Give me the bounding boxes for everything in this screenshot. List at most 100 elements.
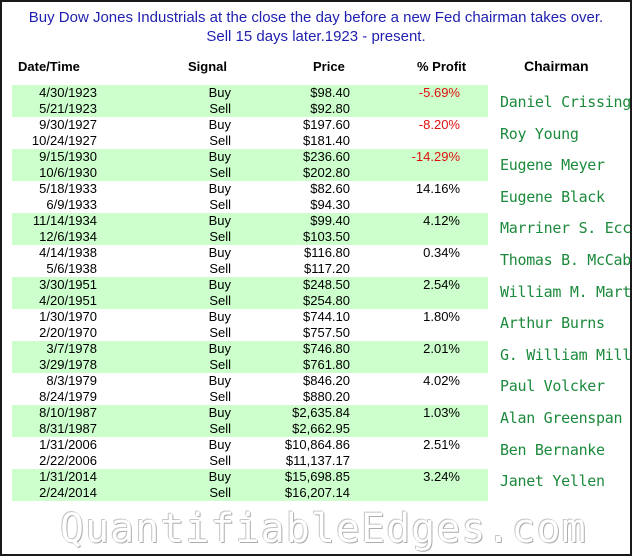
buy-price: $116.80 — [303, 245, 350, 260]
signal-buy: Buy — [208, 341, 231, 356]
chairman-name: Alan Greenspan — [500, 409, 623, 427]
signal-sell: Sell — [209, 165, 231, 180]
signal-buy: Buy — [208, 309, 231, 324]
sell-date: 10/24/1927 — [31, 133, 97, 148]
buy-price: $2,635.84 — [292, 405, 350, 420]
profit: 4.02% — [423, 373, 460, 388]
signal-sell: Sell — [209, 101, 231, 116]
sell-date: 12/6/1934 — [39, 229, 97, 244]
table-row: 3/7/1978 3/29/1978 Buy Sell $746.80 $761.80 2.… — [12, 341, 488, 373]
chairman-name: Roy Young — [500, 124, 579, 143]
sell-price: $11,137.17 — [285, 453, 350, 468]
table-row: 4/30/1923 5/21/1923 Buy Sell $98.40 $92.80 -5.… — [12, 85, 488, 117]
signal-sell: Sell — [209, 389, 231, 404]
buy-price: $236.60 — [303, 149, 350, 164]
chairman-name: Thomas B. McCabe — [500, 251, 632, 269]
profit: 1.03% — [423, 405, 460, 420]
buy-date: 5/18/1933 — [39, 181, 97, 196]
profit: 2.51% — [423, 437, 460, 452]
header-chairman: Chairman — [524, 58, 589, 74]
chairman-name: Janet Yellen — [500, 472, 605, 491]
signal-buy: Buy — [208, 277, 231, 292]
signal-sell: Sell — [209, 421, 231, 436]
buy-date: 11/14/1934 — [32, 213, 97, 228]
chairman-name: Eugene Meyer — [500, 156, 605, 175]
buy-date: 8/10/1987 — [39, 405, 97, 420]
sell-price: $202.80 — [303, 165, 350, 180]
buy-price: $197.60 — [303, 117, 350, 132]
signal-sell: Sell — [209, 133, 231, 148]
buy-price: $98.40 — [310, 85, 350, 100]
signal-buy: Buy — [208, 181, 231, 196]
buy-price: $248.50 — [303, 277, 350, 292]
buy-price: $99.40 — [310, 213, 350, 228]
sell-date: 6/9/1933 — [46, 197, 97, 212]
signal-sell: Sell — [209, 229, 231, 244]
signal-buy: Buy — [208, 245, 231, 260]
profit: 0.34% — [423, 245, 460, 260]
title-line-1: Buy Dow Jones Industrials at the close t… — [28, 9, 604, 26]
profit: -14.29% — [411, 149, 460, 164]
signal-sell: Sell — [209, 261, 231, 276]
profit: -8.20% — [418, 117, 460, 132]
signal-buy: Buy — [208, 373, 231, 388]
sell-date: 2/20/1970 — [39, 325, 97, 340]
sell-price: $16,207.14 — [284, 485, 350, 500]
sell-price: $94.30 — [310, 197, 350, 212]
table-row: 9/30/1927 10/24/1927 Buy Sell $197.60 $181.40… — [12, 117, 488, 149]
sell-date: 2/24/2014 — [39, 485, 97, 500]
signal-buy: Buy — [208, 405, 231, 420]
table-row: 1/31/2006 2/22/2006 Buy Sell $10,864.86 $11,1… — [12, 437, 488, 469]
signal-sell: Sell — [209, 357, 231, 372]
signal-sell: Sell — [209, 293, 231, 308]
table-row: 1/31/2014 2/24/2014 Buy Sell $15,698.85 $16,2… — [12, 469, 488, 501]
profit: 2.01% — [423, 341, 460, 356]
signal-buy: Buy — [208, 117, 231, 132]
sell-price: $254.80 — [303, 293, 350, 308]
signal-buy: Buy — [208, 85, 231, 100]
profit: 1.80% — [423, 309, 460, 324]
sell-date: 8/31/1987 — [39, 421, 97, 436]
signal-buy: Buy — [208, 469, 231, 484]
profit: 14.16% — [415, 181, 460, 196]
sell-date: 4/20/1951 — [39, 293, 97, 308]
header-price: Price — [313, 59, 345, 74]
watermark-logo: QuantifiableEdges.com — [60, 506, 587, 552]
signal-buy: Buy — [208, 213, 231, 228]
table-row: 1/30/1970 2/20/1970 Buy Sell $744.10 $757.50 1… — [12, 309, 488, 341]
chairman-name: Daniel Crissinger — [500, 93, 632, 111]
buy-date: 9/30/1927 — [39, 117, 97, 132]
header-signal: Signal — [188, 59, 228, 74]
signal-sell: Sell — [209, 197, 231, 212]
sell-price: $880.20 — [303, 389, 350, 404]
profit: 4.12% — [423, 213, 460, 228]
chairman-name: Eugene Black — [500, 187, 605, 206]
table-row: 5/18/1933 6/9/1933 Buy Sell $82.60 $94.30 14.1… — [12, 181, 488, 213]
signal-sell: Sell — [209, 485, 231, 500]
signal-buy: Buy — [208, 149, 231, 164]
table-row: 4/14/1938 5/6/1938 Buy Sell $116.80 $117.20 0.… — [12, 245, 488, 277]
sell-price: $103.50 — [303, 229, 350, 244]
chairman-name: Marriner S. Eccles — [500, 219, 632, 238]
sell-price: $2,662.95 — [292, 421, 350, 436]
buy-date: 9/15/1930 — [39, 149, 97, 164]
profit: -5.69% — [418, 85, 460, 100]
title-line-2: Sell 15 days later.1923 - present. — [206, 28, 426, 45]
page-title: Buy Dow Jones Industrials at the close t… — [2, 8, 630, 46]
buy-date: 4/14/1938 — [39, 245, 97, 260]
buy-price: $82.60 — [310, 181, 350, 196]
buy-price: $15,698.85 — [284, 469, 350, 484]
sell-price: $117.20 — [303, 261, 350, 276]
sell-date: 5/21/1923 — [39, 101, 97, 116]
signal-buy: Buy — [208, 437, 231, 452]
sell-date: 5/6/1938 — [46, 261, 97, 276]
table-row: 11/14/1934 12/6/1934 Buy Sell $99.40 $103.50 4… — [12, 213, 488, 245]
sell-date: 8/24/1979 — [39, 389, 97, 404]
signal-sell: Sell — [209, 325, 231, 340]
table-row: 8/3/1979 8/24/1979 Buy Sell $846.20 $880.20 4.… — [12, 373, 488, 405]
profit: 3.24% — [423, 469, 460, 484]
profit: 2.54% — [423, 277, 460, 292]
chairman-name: Paul Volcker — [500, 377, 605, 396]
chairman-name: G. William Miller — [500, 345, 632, 364]
